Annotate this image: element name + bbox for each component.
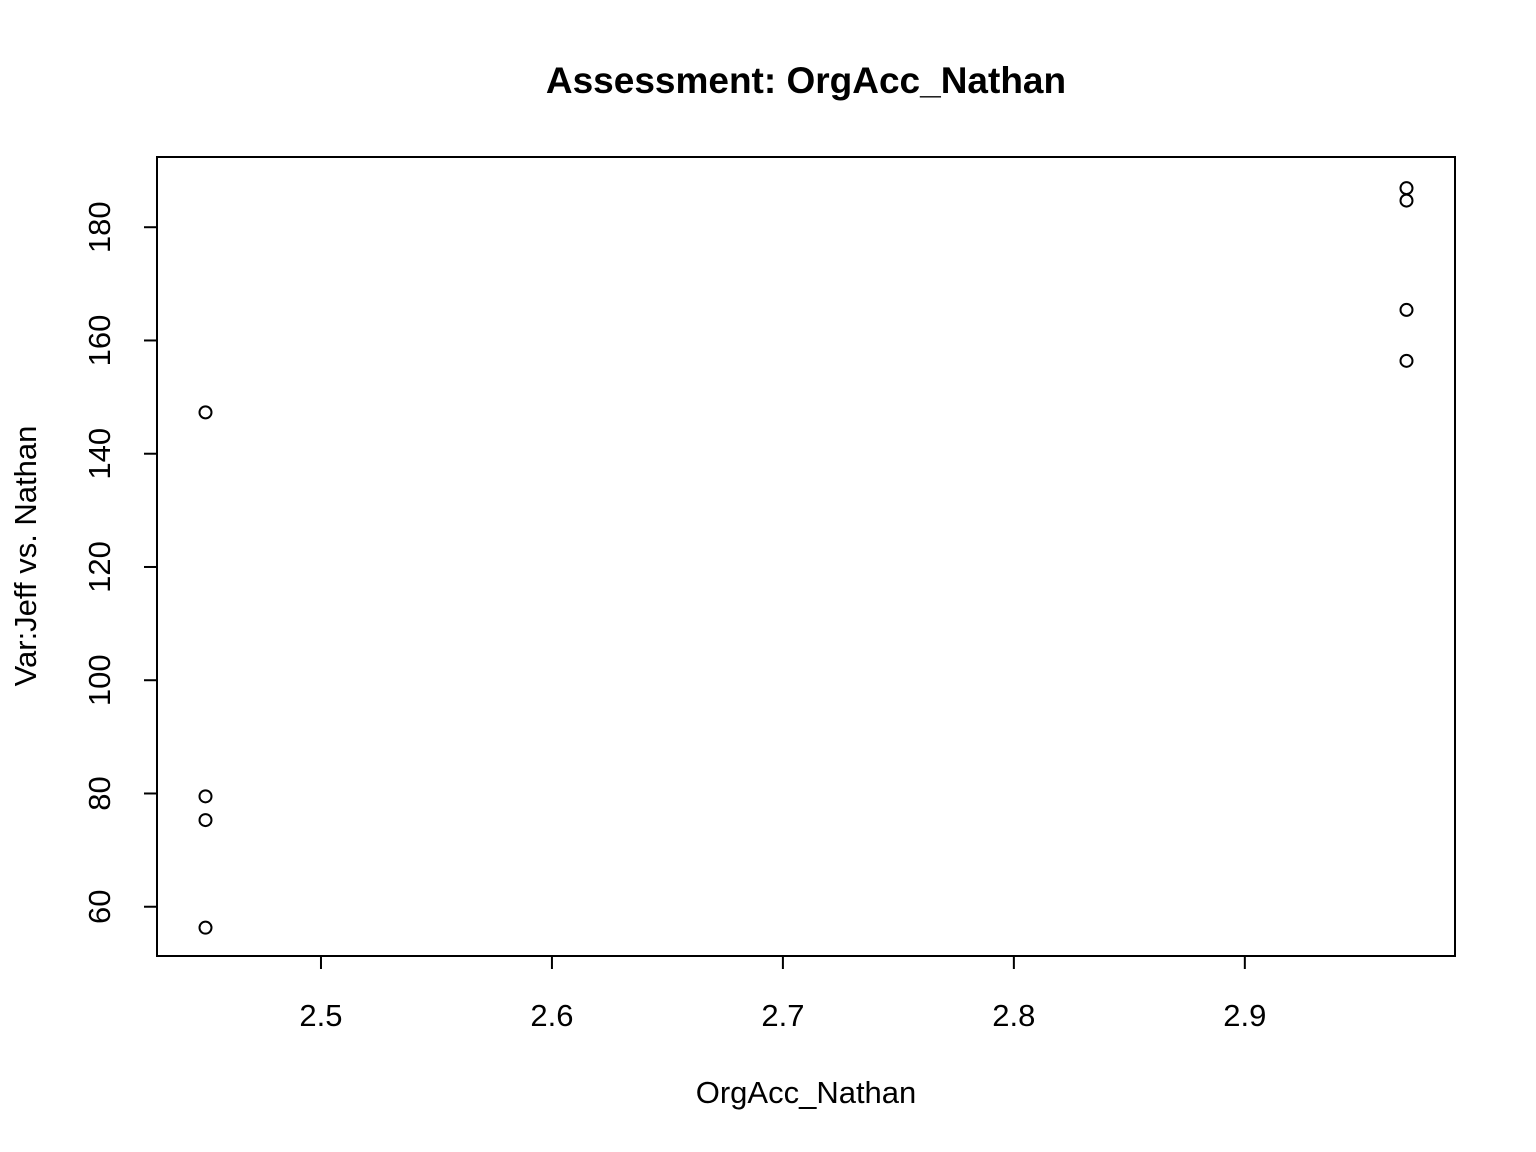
- data-point: [198, 920, 213, 935]
- y-tick-label: 160: [82, 315, 117, 367]
- data-point: [198, 813, 213, 828]
- x-tick-label: 2.8: [992, 998, 1035, 1033]
- y-axis-label: Var:Jeff vs. Nathan: [8, 426, 43, 687]
- y-tick-label: 120: [82, 541, 117, 593]
- y-axis: 60 80 100 120 140 160 180: [82, 201, 158, 924]
- data-point: [1399, 181, 1414, 196]
- data-point: [1399, 353, 1414, 368]
- data-point: [1399, 302, 1414, 317]
- x-tick-label: 2.7: [761, 998, 804, 1033]
- y-tick-label: 140: [82, 428, 117, 480]
- y-tick-label: 60: [82, 889, 117, 923]
- data-point: [198, 405, 213, 420]
- plot-frame: [156, 156, 1456, 957]
- chart-title: Assessment: OrgAcc_Nathan: [546, 60, 1066, 101]
- x-tick-label: 2.6: [530, 998, 573, 1033]
- x-tick-label: 2.5: [299, 998, 342, 1033]
- y-tick-label: 80: [82, 776, 117, 810]
- y-tick-label: 100: [82, 654, 117, 706]
- x-axis-label: OrgAcc_Nathan: [696, 1075, 917, 1110]
- y-tick-label: 180: [82, 201, 117, 253]
- x-axis: 2.5 2.6 2.7 2.8 2.9: [299, 955, 1266, 1033]
- x-tick-label: 2.9: [1223, 998, 1266, 1033]
- data-point: [198, 789, 213, 804]
- data-point: [1399, 193, 1414, 208]
- data-points: [198, 181, 1414, 935]
